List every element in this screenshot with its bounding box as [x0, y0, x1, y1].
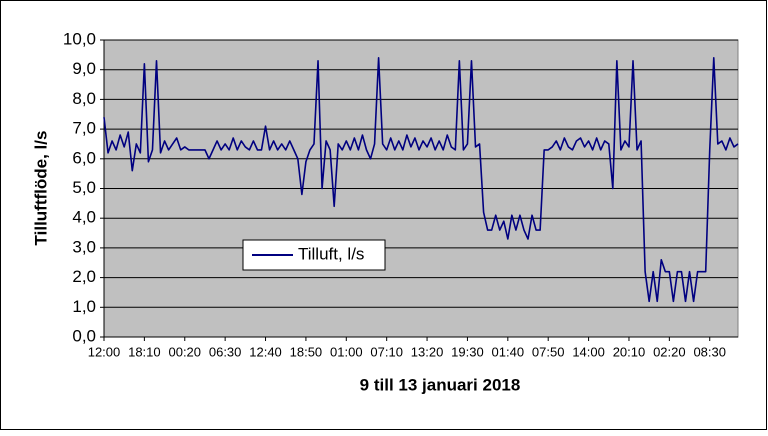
- x-tick-label: 12:40: [249, 344, 282, 359]
- x-tick-label: 07:50: [532, 344, 565, 359]
- y-tick-label: 6,0: [72, 148, 96, 167]
- x-tick-label: 18:10: [128, 344, 161, 359]
- y-tick-label: 5,0: [72, 178, 96, 197]
- y-tick-label: 2,0: [72, 267, 96, 286]
- data-line: [103, 57, 739, 303]
- x-tick-label: 08:30: [693, 344, 726, 359]
- x-tick-label: 20:10: [613, 344, 646, 359]
- y-tick-label: 8,0: [72, 89, 96, 108]
- y-tick-label: 3,0: [72, 237, 96, 256]
- x-tick-label: 12:00: [88, 344, 121, 359]
- legend-label: Tilluft, l/s: [298, 244, 364, 263]
- x-tick-label: 01:40: [492, 344, 525, 359]
- y-axis-title: Tilluftflöde, l/s: [31, 131, 50, 246]
- x-tick-label: 19:30: [451, 344, 484, 359]
- x-axis-title: 9 till 13 januari 2018: [360, 375, 521, 394]
- x-tick-label: 07:10: [370, 344, 403, 359]
- x-tick-label: 18:50: [290, 344, 323, 359]
- y-tick-label: 7,0: [72, 119, 96, 138]
- x-tick-label: 02:20: [653, 344, 686, 359]
- y-tick-label: 1,0: [72, 297, 96, 316]
- x-tick-label: 13:20: [411, 344, 444, 359]
- x-tick-label: 06:30: [209, 344, 242, 359]
- x-tick-label: 00:20: [168, 344, 201, 359]
- y-tick-label: 0,0: [72, 326, 96, 345]
- y-tick-label: 9,0: [72, 59, 96, 78]
- x-tick-label: 01:00: [330, 344, 363, 359]
- x-tick-label: 14:00: [572, 344, 605, 359]
- y-tick-label: 4,0: [72, 208, 96, 227]
- y-tick-label: 10,0: [63, 29, 96, 48]
